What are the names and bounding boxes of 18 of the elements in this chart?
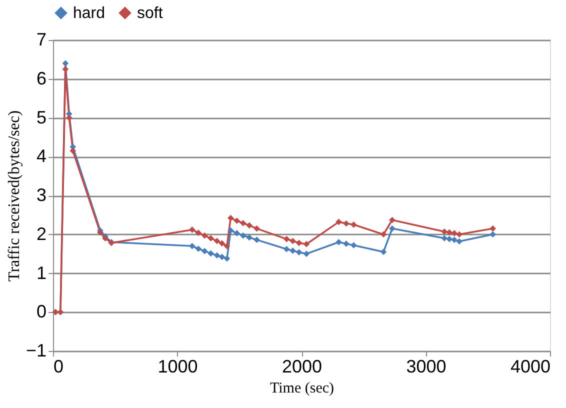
y-axis-title: Traffic received(bytes/sec) — [6, 110, 23, 282]
y-tick-label: 6 — [36, 68, 46, 88]
y-tick-label: 7 — [36, 30, 46, 50]
y-tick-label: 0 — [36, 302, 46, 322]
x-tick-label: 1000 — [158, 356, 198, 376]
x-tick-label: 2000 — [282, 356, 322, 376]
x-axis-title: Time (sec) — [270, 380, 334, 396]
legend-label: soft — [137, 5, 164, 22]
y-tick-label: 4 — [36, 146, 46, 166]
y-tick-label: 3 — [36, 185, 46, 205]
x-tick-label: 3000 — [406, 356, 446, 376]
x-tick-label: 0 — [54, 356, 64, 376]
y-tick-label: −1 — [26, 340, 46, 360]
x-tick-label: 4000 — [510, 356, 550, 376]
y-tick-label: 5 — [36, 107, 46, 128]
legend-label: hard — [73, 5, 106, 22]
y-tick-label: 1 — [36, 262, 46, 283]
y-tick-label: 2 — [36, 224, 46, 244]
